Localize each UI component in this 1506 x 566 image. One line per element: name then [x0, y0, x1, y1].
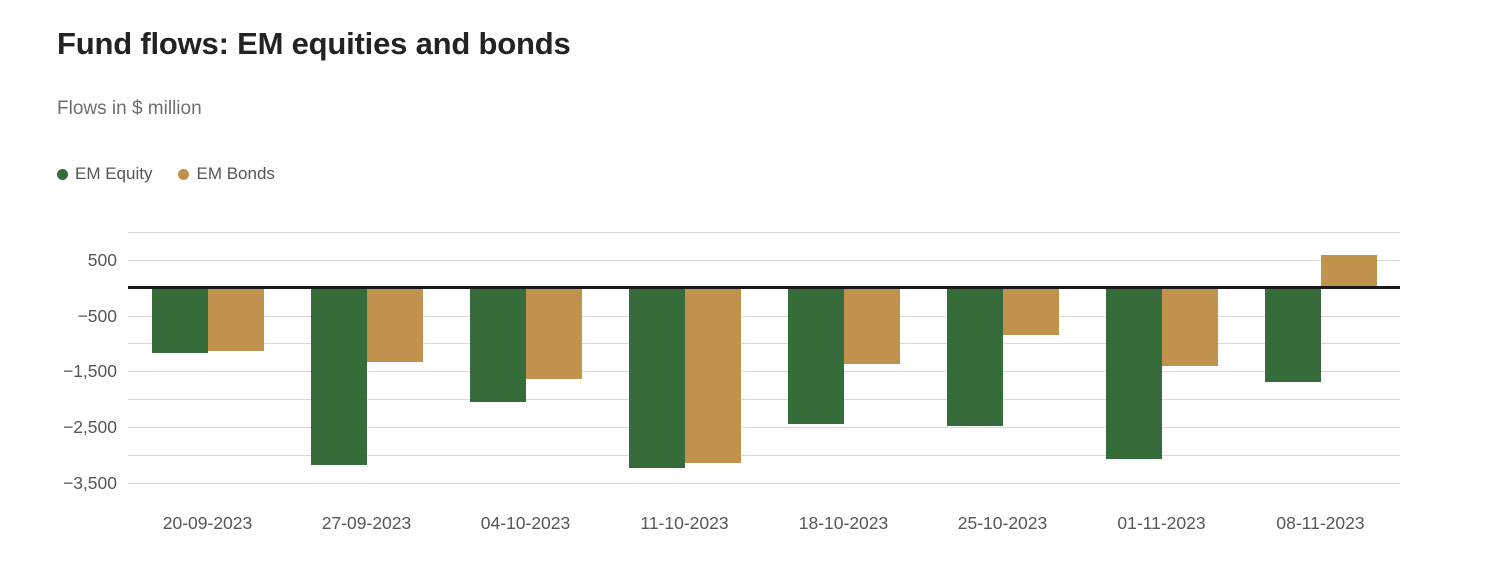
bar-em-equity [151, 287, 208, 354]
legend-label: EM Bonds [196, 164, 275, 183]
x-tick-label: 04-10-2023 [480, 513, 571, 533]
legend-item-em-equity: EM Equity [57, 164, 152, 184]
x-tick-label: 20-09-2023 [162, 513, 253, 533]
y-tick-label: 500 [87, 249, 117, 270]
x-tick-label: 08-11-2023 [1276, 513, 1365, 533]
y-tick-label: −500 [77, 305, 117, 326]
legend-dot-icon [178, 168, 190, 180]
gridline [128, 454, 1400, 456]
bar-em-equity [1105, 287, 1162, 460]
gridline [128, 259, 1400, 261]
bar-em-equity [1264, 287, 1321, 383]
x-tick-label: 11-10-2023 [640, 513, 729, 533]
bar-em-bonds [1161, 287, 1218, 366]
x-tick-label: 25-10-2023 [957, 513, 1048, 533]
x-tick-label: 18-10-2023 [798, 513, 889, 533]
x-tick-label: 27-09-2023 [321, 513, 412, 533]
bar-em-bonds [684, 287, 741, 463]
gridline [128, 232, 1400, 233]
bar-em-bonds [207, 287, 264, 351]
legend-label: EM Equity [75, 164, 153, 183]
bar-em-bonds [366, 287, 423, 363]
y-tick-label: −1,500 [62, 361, 117, 382]
bar-em-bonds [843, 287, 900, 364]
gridline [128, 371, 1400, 373]
gridline [128, 399, 1400, 401]
bar-em-equity [469, 287, 526, 403]
x-tick-label: 01-11-2023 [1117, 513, 1206, 533]
bar-em-equity [787, 287, 844, 425]
gridline [128, 427, 1400, 428]
chart-title: Fund flows: EM equities and bonds [57, 26, 571, 61]
gridline [128, 315, 1400, 317]
legend: EM Equity EM Bonds [57, 164, 275, 184]
x-axis: 20-09-2023 27-09-2023 04-10-2023 11-10-2023… [128, 505, 1400, 545]
zero-axis-line [128, 286, 1400, 289]
bar-em-bonds [525, 287, 582, 380]
legend-item-em-bonds: EM Bonds [178, 164, 275, 184]
bar-em-bonds [1320, 254, 1377, 288]
y-tick-label: −3,500 [62, 472, 117, 493]
gridline [128, 482, 1400, 484]
bar-em-equity [946, 287, 1003, 427]
plot-area [128, 232, 1400, 505]
chart-subtitle: Flows in $ million [57, 98, 202, 119]
gridline [128, 343, 1400, 345]
y-tick-label: −2,500 [62, 417, 117, 437]
bar-em-equity [628, 287, 685, 469]
legend-dot-icon [57, 168, 68, 180]
bar-em-equity [310, 287, 367, 466]
y-axis: 500 −500 −1,500 −2,500 −3,500 [0, 232, 117, 505]
bar-em-bonds [1002, 287, 1059, 336]
